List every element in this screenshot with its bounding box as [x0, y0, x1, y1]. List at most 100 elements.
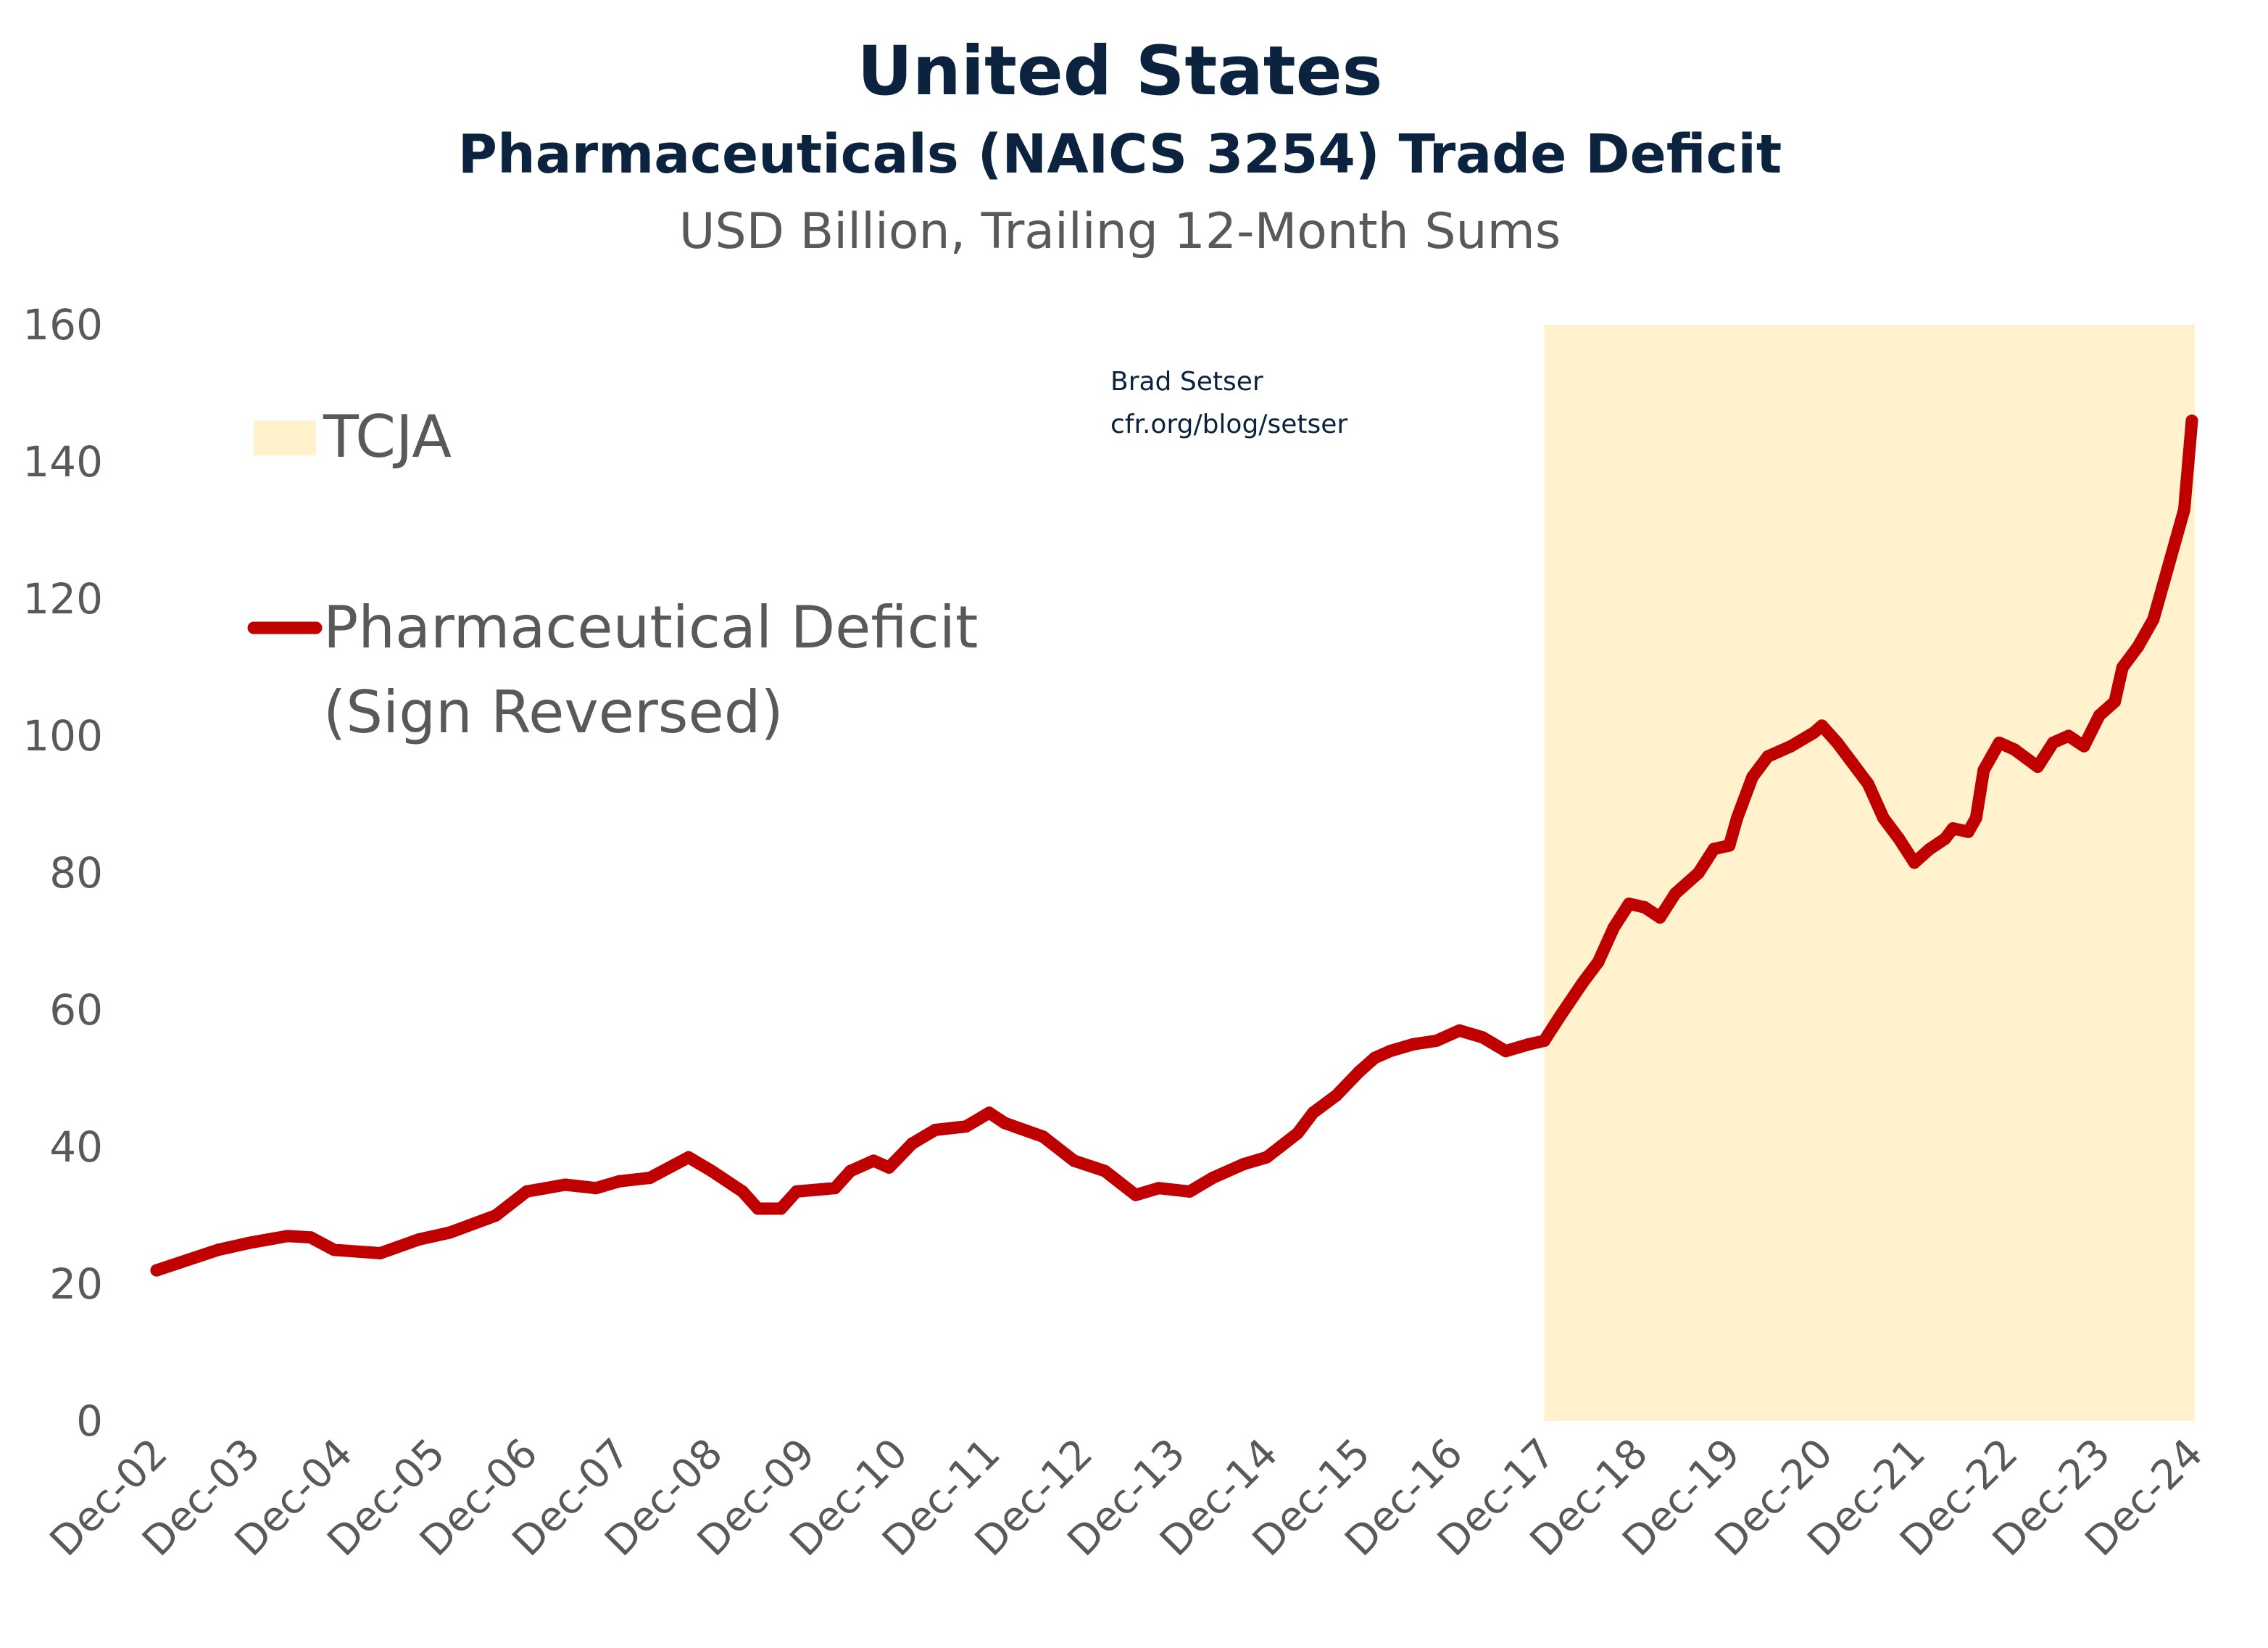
data-point	[1669, 887, 1682, 900]
data-point	[373, 1246, 386, 1259]
data-point	[1368, 1051, 1382, 1064]
y-tick-label: 80	[49, 848, 103, 898]
data-point	[1846, 757, 1859, 770]
y-tick-label: 120	[22, 574, 103, 624]
data-point	[281, 1230, 294, 1243]
data-point	[1291, 1127, 1304, 1140]
y-tick-label: 60	[49, 985, 103, 1035]
y-tick-label: 160	[22, 300, 103, 349]
data-point	[1785, 740, 1798, 753]
y-tick-label: 0	[76, 1396, 103, 1446]
data-point	[983, 1106, 996, 1119]
data-point	[1993, 736, 2006, 749]
data-point	[1730, 811, 1743, 824]
legend-label-deficit-line1: Pharmaceutical Deficit	[323, 594, 978, 661]
data-point	[1553, 1010, 1566, 1023]
data-point	[960, 1120, 973, 1133]
y-tick-label: 20	[49, 1259, 103, 1309]
data-point	[1877, 811, 1890, 824]
data-point	[644, 1172, 657, 1185]
data-point	[2177, 503, 2190, 516]
data-point	[2147, 613, 2160, 626]
data-point	[443, 1226, 456, 1239]
data-point	[882, 1161, 895, 1174]
data-point	[998, 1117, 1011, 1130]
data-point	[2047, 736, 2060, 749]
data-point	[705, 1164, 718, 1177]
data-point	[150, 1264, 163, 1277]
data-point	[412, 1233, 425, 1246]
y-axis: 0 20 40 60 80 100 120 140 160	[22, 300, 103, 1446]
y-tick-label: 40	[49, 1122, 103, 1172]
data-point	[2031, 761, 2044, 774]
data-point	[2062, 729, 2075, 742]
data-point	[775, 1202, 788, 1215]
series-points	[150, 414, 2198, 1277]
data-point	[1453, 1024, 1466, 1037]
data-point	[1183, 1185, 1196, 1198]
data-point	[1708, 842, 1721, 856]
y-tick-label: 140	[22, 437, 103, 486]
x-axis: Dec-02Dec-03Dec-04Dec-05Dec-06Dec-07Dec-…	[41, 1430, 2212, 1565]
credit-url: cfr.org/blog/setser	[1110, 410, 1347, 439]
data-point	[489, 1209, 502, 1222]
data-point	[1037, 1130, 1050, 1143]
legend-swatch-tcja	[254, 421, 316, 455]
data-point	[212, 1243, 225, 1256]
data-point	[1761, 750, 1774, 763]
data-point	[1499, 1045, 1512, 1058]
data-point	[1746, 771, 1759, 784]
data-point	[844, 1164, 857, 1177]
data-point	[1329, 1089, 1342, 1102]
data-point	[2116, 661, 2129, 674]
data-point	[243, 1236, 256, 1249]
data-point	[1430, 1035, 1443, 1048]
legend-label-tcja: TCJA	[323, 403, 452, 471]
data-point	[1623, 898, 1636, 911]
data-point	[589, 1182, 602, 1195]
data-point	[682, 1151, 695, 1164]
data-point	[1098, 1164, 1111, 1177]
data-point	[1893, 832, 1906, 845]
data-point	[1384, 1045, 1397, 1058]
data-point	[1522, 1038, 1535, 1051]
data-point	[328, 1243, 341, 1256]
data-point	[1977, 763, 1990, 777]
credit-author: Brad Setser	[1110, 367, 1263, 397]
data-point	[1577, 976, 1590, 989]
data-point	[1068, 1154, 1081, 1167]
data-point	[1969, 811, 1982, 824]
data-point	[1861, 777, 1874, 790]
data-point	[1815, 719, 1828, 732]
data-point	[1538, 1035, 1551, 1048]
data-point	[1638, 900, 1651, 914]
data-point	[1407, 1038, 1420, 1051]
data-point	[612, 1175, 626, 1188]
data-point	[1923, 842, 1936, 856]
data-point	[1939, 832, 1952, 845]
data-point	[2162, 558, 2175, 571]
data-point	[752, 1202, 765, 1215]
data-point	[1353, 1065, 1366, 1078]
data-point	[867, 1154, 880, 1167]
tcja-shaded-region	[1544, 325, 2195, 1421]
data-point	[1237, 1158, 1250, 1171]
data-point	[1206, 1172, 1219, 1185]
data-point	[828, 1182, 842, 1195]
data-point	[929, 1123, 942, 1136]
data-point	[1946, 822, 1959, 835]
data-point	[1152, 1182, 1166, 1195]
chart-subtitle: Pharmaceuticals (NAICS 3254) Trade Defic…	[458, 123, 1782, 186]
data-point	[2132, 640, 2145, 653]
data-point	[2077, 740, 2090, 753]
data-point	[2093, 709, 2106, 722]
data-point	[2185, 414, 2198, 427]
data-point	[304, 1231, 317, 1244]
data-point	[1260, 1151, 1274, 1164]
data-point	[520, 1185, 533, 1198]
data-point	[1831, 736, 1844, 749]
data-point	[736, 1185, 749, 1198]
data-point	[1653, 911, 1666, 924]
data-point	[1129, 1188, 1142, 1201]
data-point	[790, 1185, 803, 1198]
